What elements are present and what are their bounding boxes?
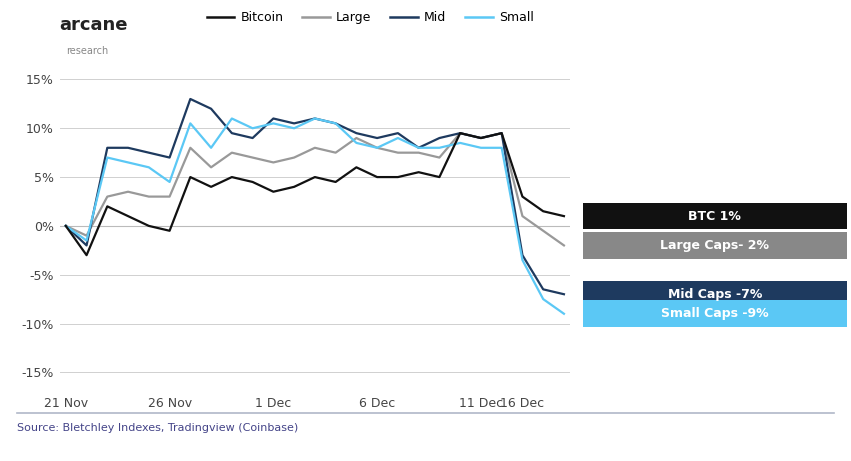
Text: Source: Bletchley Indexes, Tradingview (Coinbase): Source: Bletchley Indexes, Tradingview (… xyxy=(17,423,298,433)
Text: Small Caps -9%: Small Caps -9% xyxy=(661,307,768,320)
Text: BTC 1%: BTC 1% xyxy=(688,210,741,223)
Text: Large Caps- 2%: Large Caps- 2% xyxy=(660,239,769,252)
Text: Mid Caps -7%: Mid Caps -7% xyxy=(668,288,762,301)
Legend: Bitcoin, Large, Mid, Small: Bitcoin, Large, Mid, Small xyxy=(202,6,539,29)
Text: arcane: arcane xyxy=(60,16,128,34)
Text: research: research xyxy=(66,46,109,56)
